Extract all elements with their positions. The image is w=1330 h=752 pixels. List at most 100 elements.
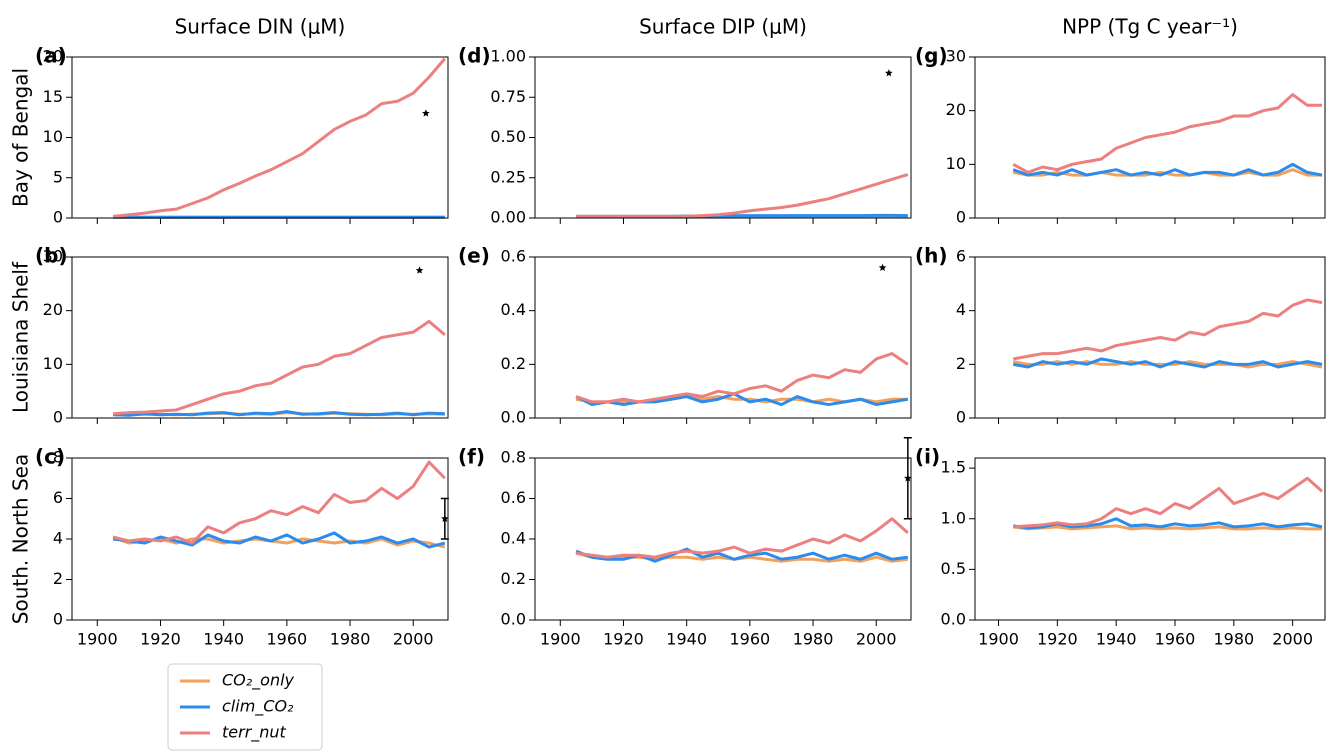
x-tick-label: 2000 [856, 630, 897, 649]
column-title: NPP (Tg C year⁻¹) [1062, 15, 1238, 39]
y-tick-label: 0.25 [490, 167, 526, 186]
observation-marker [415, 266, 424, 274]
x-tick-label: 1980 [1213, 630, 1254, 649]
y-tick-label: 0.0 [501, 408, 526, 427]
y-tick-label: 8 [53, 448, 63, 467]
series-line [575, 392, 909, 407]
series-line [1012, 162, 1323, 177]
series-line [575, 517, 909, 559]
x-tick-label: 1940 [1096, 630, 1137, 649]
observation-marker [422, 109, 430, 117]
x-tick-label: 1980 [330, 630, 371, 649]
panel-label: (h) [915, 244, 948, 268]
observation-marker [904, 474, 912, 482]
y-tick-label: 0.4 [501, 300, 526, 319]
row-label: Louisiana Shelf [9, 261, 33, 413]
y-tick-label: 30 [43, 247, 63, 266]
axes-frame [974, 256, 1326, 419]
legend-label: CO₂_only [222, 671, 295, 691]
x-tick-label: 1900 [77, 630, 118, 649]
y-tick-label: 20 [43, 47, 63, 66]
axes-frame [71, 56, 449, 219]
y-tick-label: 0.2 [501, 354, 526, 373]
y-tick-label: 2 [956, 354, 966, 373]
x-tick-label: 1960 [729, 630, 770, 649]
x-tick-label: 1900 [540, 630, 581, 649]
series-line [112, 535, 446, 549]
y-tick-label: 0.50 [490, 127, 526, 146]
observation-marker [885, 69, 893, 77]
y-tick-label: 10 [43, 354, 63, 373]
y-tick-label: 4 [956, 300, 966, 319]
x-tick-label: 1980 [793, 630, 834, 649]
y-tick-label: 0 [53, 208, 63, 227]
x-tick-label: 1920 [140, 630, 181, 649]
column-title: Surface DIP (μM) [639, 15, 807, 39]
column-title: Surface DIN (μM) [175, 15, 346, 39]
panel-label: (i) [915, 445, 940, 469]
series-line [113, 410, 445, 417]
x-tick-label: 1960 [266, 630, 307, 649]
x-tick-label: 1940 [203, 630, 244, 649]
row-label: South. North Sea [9, 454, 33, 624]
y-tick-label: 4 [53, 529, 63, 548]
y-tick-label: 20 [43, 300, 63, 319]
series-line [1013, 524, 1323, 531]
y-tick-label: 0 [53, 408, 63, 427]
axes-frame [974, 56, 1326, 219]
y-tick-label: 0 [956, 208, 966, 227]
panel-label: (d) [458, 44, 491, 68]
series-line [1013, 517, 1323, 530]
series-line [112, 57, 446, 218]
y-tick-label: 20 [946, 100, 966, 119]
y-tick-label: 1.0 [941, 508, 966, 527]
panel-label: (e) [458, 244, 490, 268]
y-tick-label: 0.8 [501, 448, 526, 467]
y-tick-label: 0.5 [941, 559, 966, 578]
observation-marker [878, 263, 887, 271]
panel-label: (b) [35, 244, 68, 268]
y-tick-label: 0 [53, 610, 63, 629]
series-line [1012, 93, 1323, 174]
x-tick-label: 1920 [1037, 630, 1078, 649]
y-tick-label: 0.75 [490, 87, 526, 106]
y-tick-label: 0.6 [501, 488, 526, 507]
x-tick-label: 2000 [1272, 630, 1313, 649]
x-tick-label: 1940 [666, 630, 707, 649]
axes-frame [71, 457, 449, 621]
y-tick-label: 2 [53, 569, 63, 588]
y-tick-label: 6 [956, 247, 966, 266]
series-line [576, 173, 909, 218]
y-tick-label: 0 [956, 408, 966, 427]
y-tick-label: 6 [53, 488, 63, 507]
y-tick-label: 0.4 [501, 529, 526, 548]
series-line [112, 460, 446, 545]
series-line [112, 319, 446, 416]
y-tick-label: 10 [43, 127, 63, 146]
y-tick-label: 1.5 [941, 458, 966, 477]
series-line [575, 352, 909, 404]
y-tick-label: 30 [946, 47, 966, 66]
y-tick-label: 0.2 [501, 569, 526, 588]
series-line [575, 547, 909, 563]
panel-label: (f) [458, 445, 485, 469]
series-line [1012, 357, 1323, 369]
observation-marker [441, 514, 449, 522]
axes-frame [534, 457, 912, 621]
axes-frame [534, 256, 912, 419]
y-tick-label: 1.00 [490, 47, 526, 66]
y-tick-label: 0.6 [501, 247, 526, 266]
series-line [1012, 298, 1323, 361]
x-tick-label: 1960 [1155, 630, 1196, 649]
series-line [1013, 476, 1324, 529]
y-tick-label: 0.0 [501, 610, 526, 629]
x-tick-label: 1900 [978, 630, 1019, 649]
y-tick-label: 15 [43, 87, 63, 106]
axes-frame [974, 457, 1326, 621]
legend-box [167, 663, 323, 751]
row-label: Bay of Bengal [9, 68, 33, 207]
legend-label: clim_CO₂ [222, 697, 294, 717]
panel-label: (c) [35, 445, 65, 469]
legend-label: terr_nut [222, 723, 287, 743]
x-tick-label: 1920 [603, 630, 644, 649]
